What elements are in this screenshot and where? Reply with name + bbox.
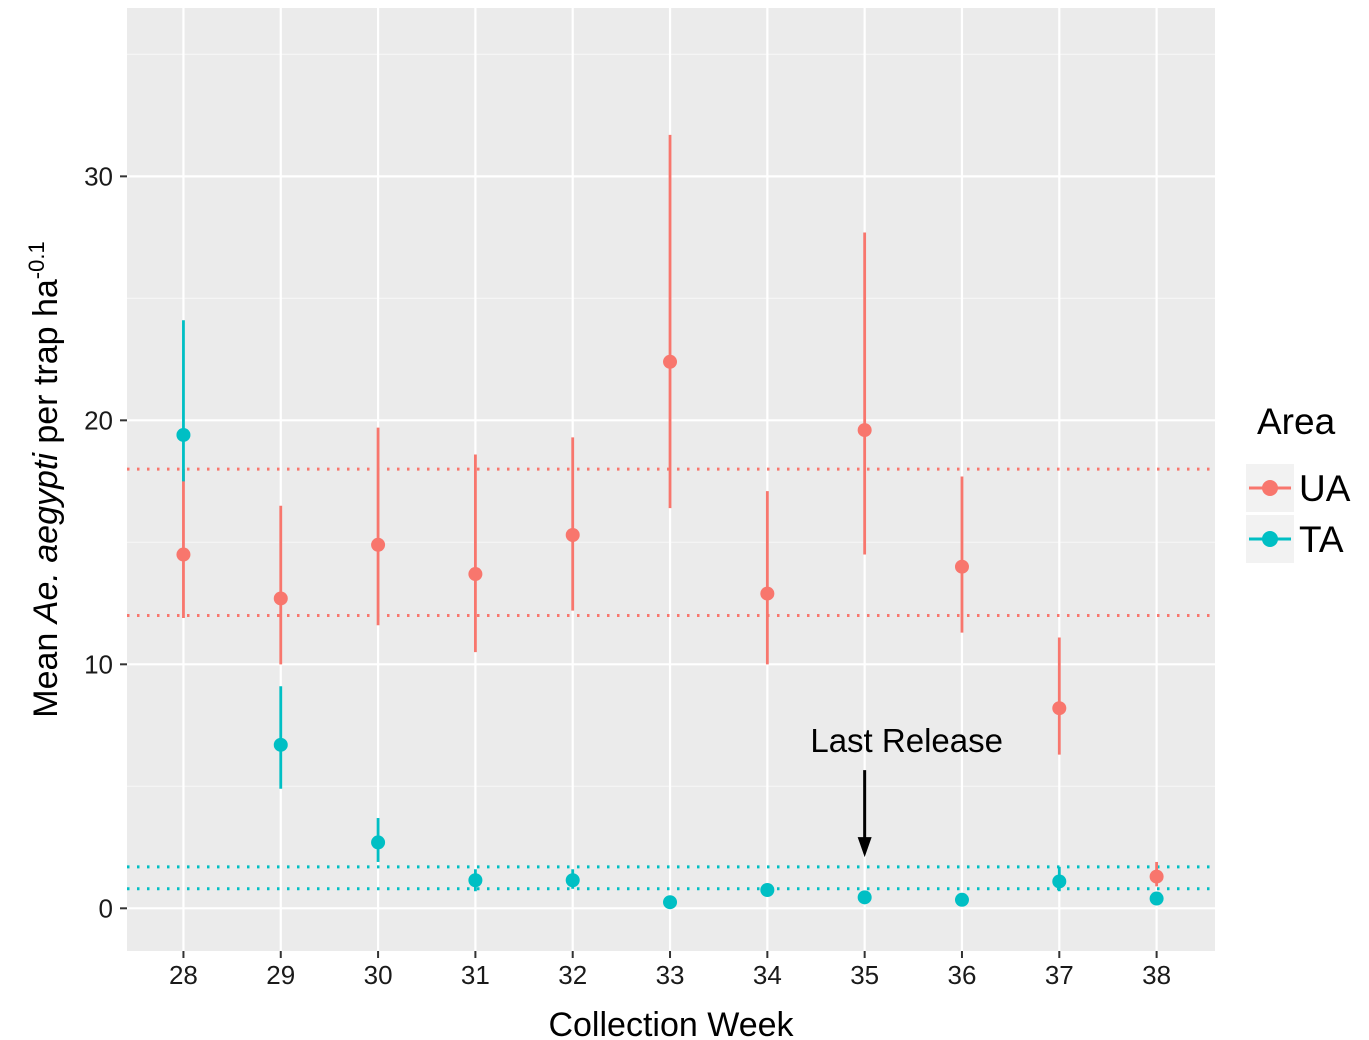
legend-title: Area [1257, 401, 1336, 442]
data-points [176, 354, 1164, 910]
point-ua [1052, 701, 1067, 716]
reference-lines [127, 467, 1215, 891]
annotation-arrowhead [857, 837, 872, 858]
x-tick-label: 32 [558, 960, 587, 990]
legend: Area UA TA [1246, 401, 1351, 563]
x-tick-label: 28 [169, 960, 198, 990]
x-tick-label: 31 [461, 960, 490, 990]
x-tick-label: 36 [948, 960, 977, 990]
y-tick-label: 20 [84, 405, 113, 435]
y-axis-title-unit: per trap ha [27, 279, 65, 453]
x-axis-ticks: 28 29 30 31 32 33 34 35 36 37 38 [169, 951, 1171, 990]
legend-dot-ua [1262, 480, 1278, 496]
y-axis-ticks: 0 10 20 30 [84, 161, 127, 923]
legend-label-ua: UA [1299, 468, 1351, 509]
last-release-annotation: Last Release [810, 722, 1003, 858]
x-tick-label: 38 [1142, 960, 1171, 990]
x-tick-label: 34 [753, 960, 782, 990]
point-ta [954, 892, 969, 907]
y-tick-label: 10 [84, 649, 113, 679]
point-ua [760, 586, 775, 601]
point-ua [663, 354, 678, 369]
legend-label-ta: TA [1299, 519, 1344, 560]
point-ua [857, 423, 872, 438]
point-ta [468, 873, 483, 888]
x-tick-label: 33 [656, 960, 685, 990]
x-tick-label: 37 [1045, 960, 1074, 990]
point-ta [176, 427, 191, 442]
x-tick-label: 35 [850, 960, 879, 990]
y-axis-title-species: Ae. aegypti [27, 452, 65, 626]
y-tick-label: 30 [84, 161, 113, 191]
point-ta [371, 835, 386, 850]
y-axis-title-exponent: -0.1 [24, 241, 49, 279]
point-ta [1149, 891, 1164, 906]
legend-dot-ta [1262, 531, 1278, 547]
point-ta [273, 737, 288, 752]
point-ta [760, 883, 775, 898]
point-ua [468, 567, 483, 582]
point-ua [273, 591, 288, 606]
point-ta [663, 895, 678, 910]
x-tick-label: 29 [266, 960, 295, 990]
point-ua [176, 547, 191, 562]
point-ta [1052, 874, 1067, 889]
x-axis-title: Collection Week [548, 1006, 794, 1040]
y-axis-title-prefix: Mean [27, 623, 65, 718]
point-ua [565, 528, 580, 543]
y-axis-title: Mean Ae. aegypti per trap ha-0.1 [24, 241, 65, 717]
y-tick-label: 0 [99, 893, 113, 923]
annotation-text: Last Release [810, 722, 1003, 759]
x-tick-label: 30 [364, 960, 393, 990]
point-ua [371, 537, 386, 552]
point-ta [857, 890, 872, 905]
point-ua [954, 559, 969, 574]
point-ta [565, 873, 580, 888]
point-ua [1149, 869, 1164, 884]
